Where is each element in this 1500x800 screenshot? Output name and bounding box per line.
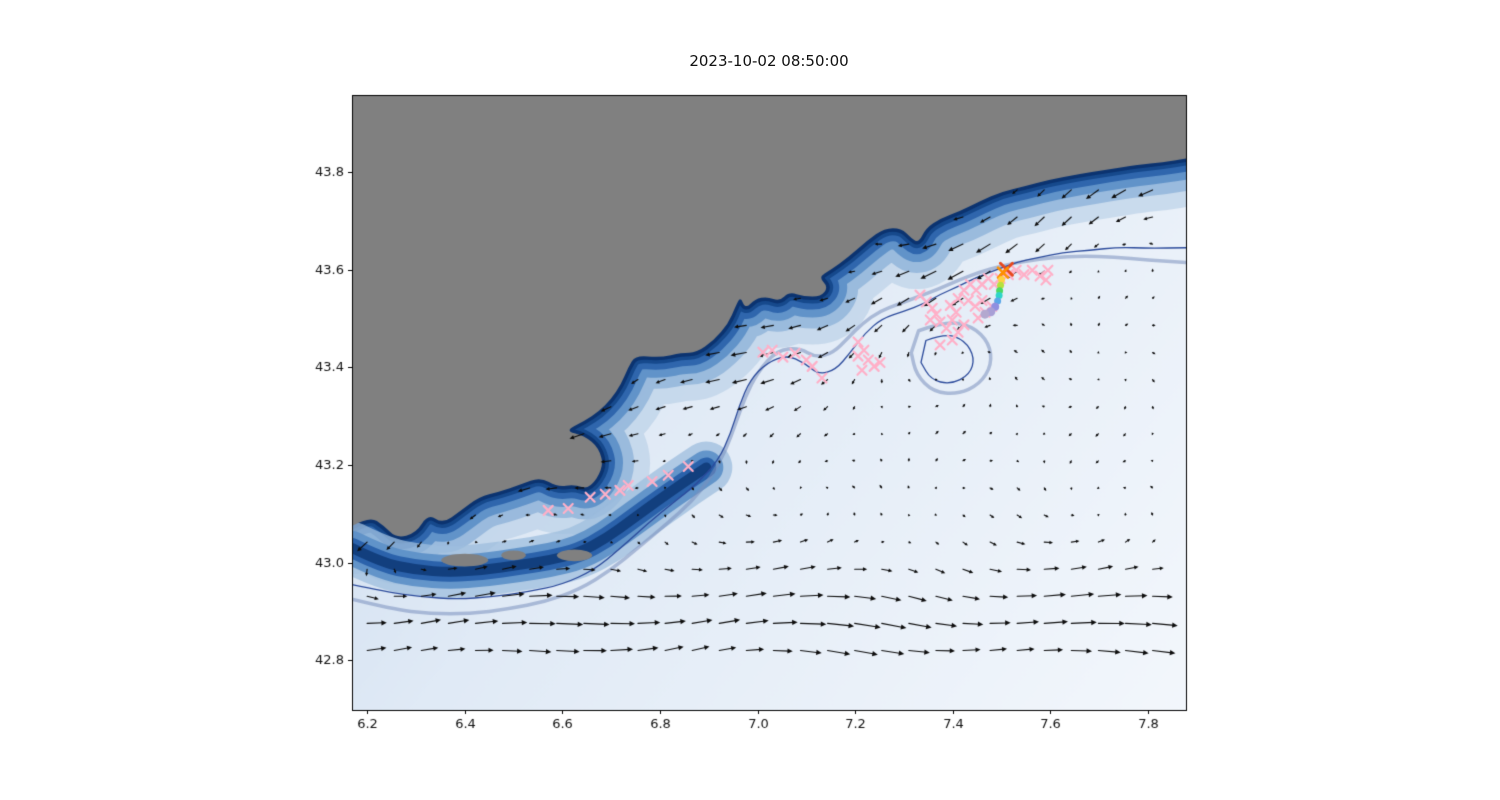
plot-title: 2023-10-02 08:50:00 <box>689 52 849 70</box>
